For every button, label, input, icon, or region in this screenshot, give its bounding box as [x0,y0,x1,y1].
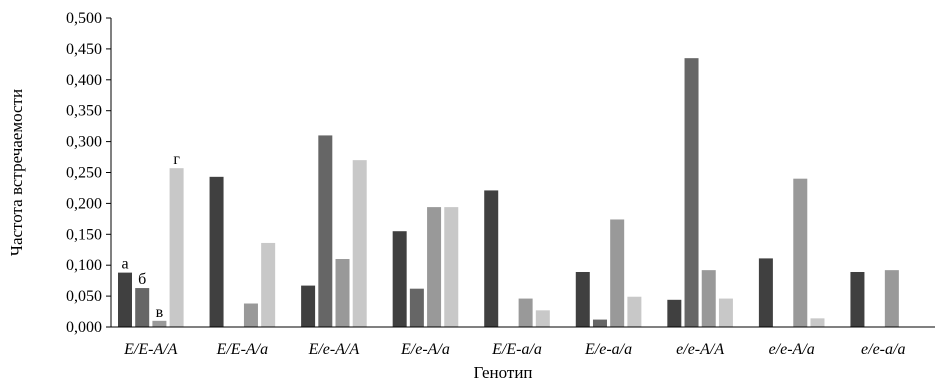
y-tick-label: 0,350 [66,103,102,120]
y-tick-label: 0,250 [66,165,102,182]
y-tick-label: 0,050 [66,288,102,305]
bar-letter-label: в [156,304,164,321]
x-category-label: E/E-a/a [491,341,542,358]
x-category-label: e/e-A/a [769,341,815,358]
bars [118,58,899,328]
bar-letter-label: а [121,256,128,273]
bar-9-3 [884,270,899,327]
bar-4-3 [427,207,442,327]
bar-1-2 [135,288,150,327]
bar-3-2 [318,135,333,327]
x-category-label: E/e-a/a [584,341,632,358]
y-tick-label: 0,500 [66,10,102,27]
x-category-label: E/e-A/a [400,341,450,358]
bar-7-4 [718,298,733,327]
bar-9-1 [850,271,865,327]
bar-2-3 [243,303,258,327]
y-tick-label: 0,400 [66,72,102,89]
y-tick-label: 0,000 [66,319,102,336]
bar-5-4 [535,310,550,327]
bar-letter-label: б [138,271,146,288]
bar-8-1 [758,258,773,327]
x-category-label: E/E-A/A [123,341,178,358]
x-category-label: e/e-a/a [861,341,905,358]
y-axis-ticks: 0,000 0,050 0,100 0,150 0,200 0,250 0,300 0,350… [66,10,111,336]
bar-2-1 [209,176,224,327]
bar-letter-labels: абв г [121,151,180,321]
bar-2-4 [261,242,276,327]
bar-6-2 [592,319,607,327]
bar-3-1 [301,285,316,327]
bar-4-2 [409,288,424,327]
x-category-label: E/e-A/A [308,341,360,358]
bar-4-4 [444,207,459,327]
bar-7-3 [701,270,716,327]
bar-3-4 [352,160,367,327]
y-tick-label: 0,450 [66,41,102,58]
bar-1-4 [169,168,184,327]
y-tick-label: 0,100 [66,257,102,274]
bar-8-3 [793,178,808,327]
bar-5-1 [484,190,499,327]
x-axis-title: Генотип [473,363,532,382]
bar-1-1 [118,272,132,327]
x-category-label: e/e-A/A [676,341,724,358]
bar-letter-label: г [173,151,180,168]
y-axis-title: Частота встречаемости [7,89,26,256]
bar-7-2 [684,58,699,328]
bar-4-1 [392,231,407,327]
y-tick-label: 0,200 [66,195,102,212]
category-labels: E/E-A/A E/E-A/a E/e-A/A E/e-A/a E/E-a/a E/e-a… [123,341,905,358]
bar-5-3 [518,298,533,327]
y-tick-label: 0,150 [66,226,102,243]
bar-6-4 [627,296,642,327]
bar-6-3 [610,219,625,327]
y-tick-label: 0,300 [66,134,102,151]
bar-3-3 [335,259,350,327]
bar-6-1 [575,271,590,327]
bar-1-3 [152,320,167,327]
x-category-label: E/E-A/a [216,341,269,358]
bar-8-4 [810,318,825,327]
bar-7-1 [667,299,682,327]
